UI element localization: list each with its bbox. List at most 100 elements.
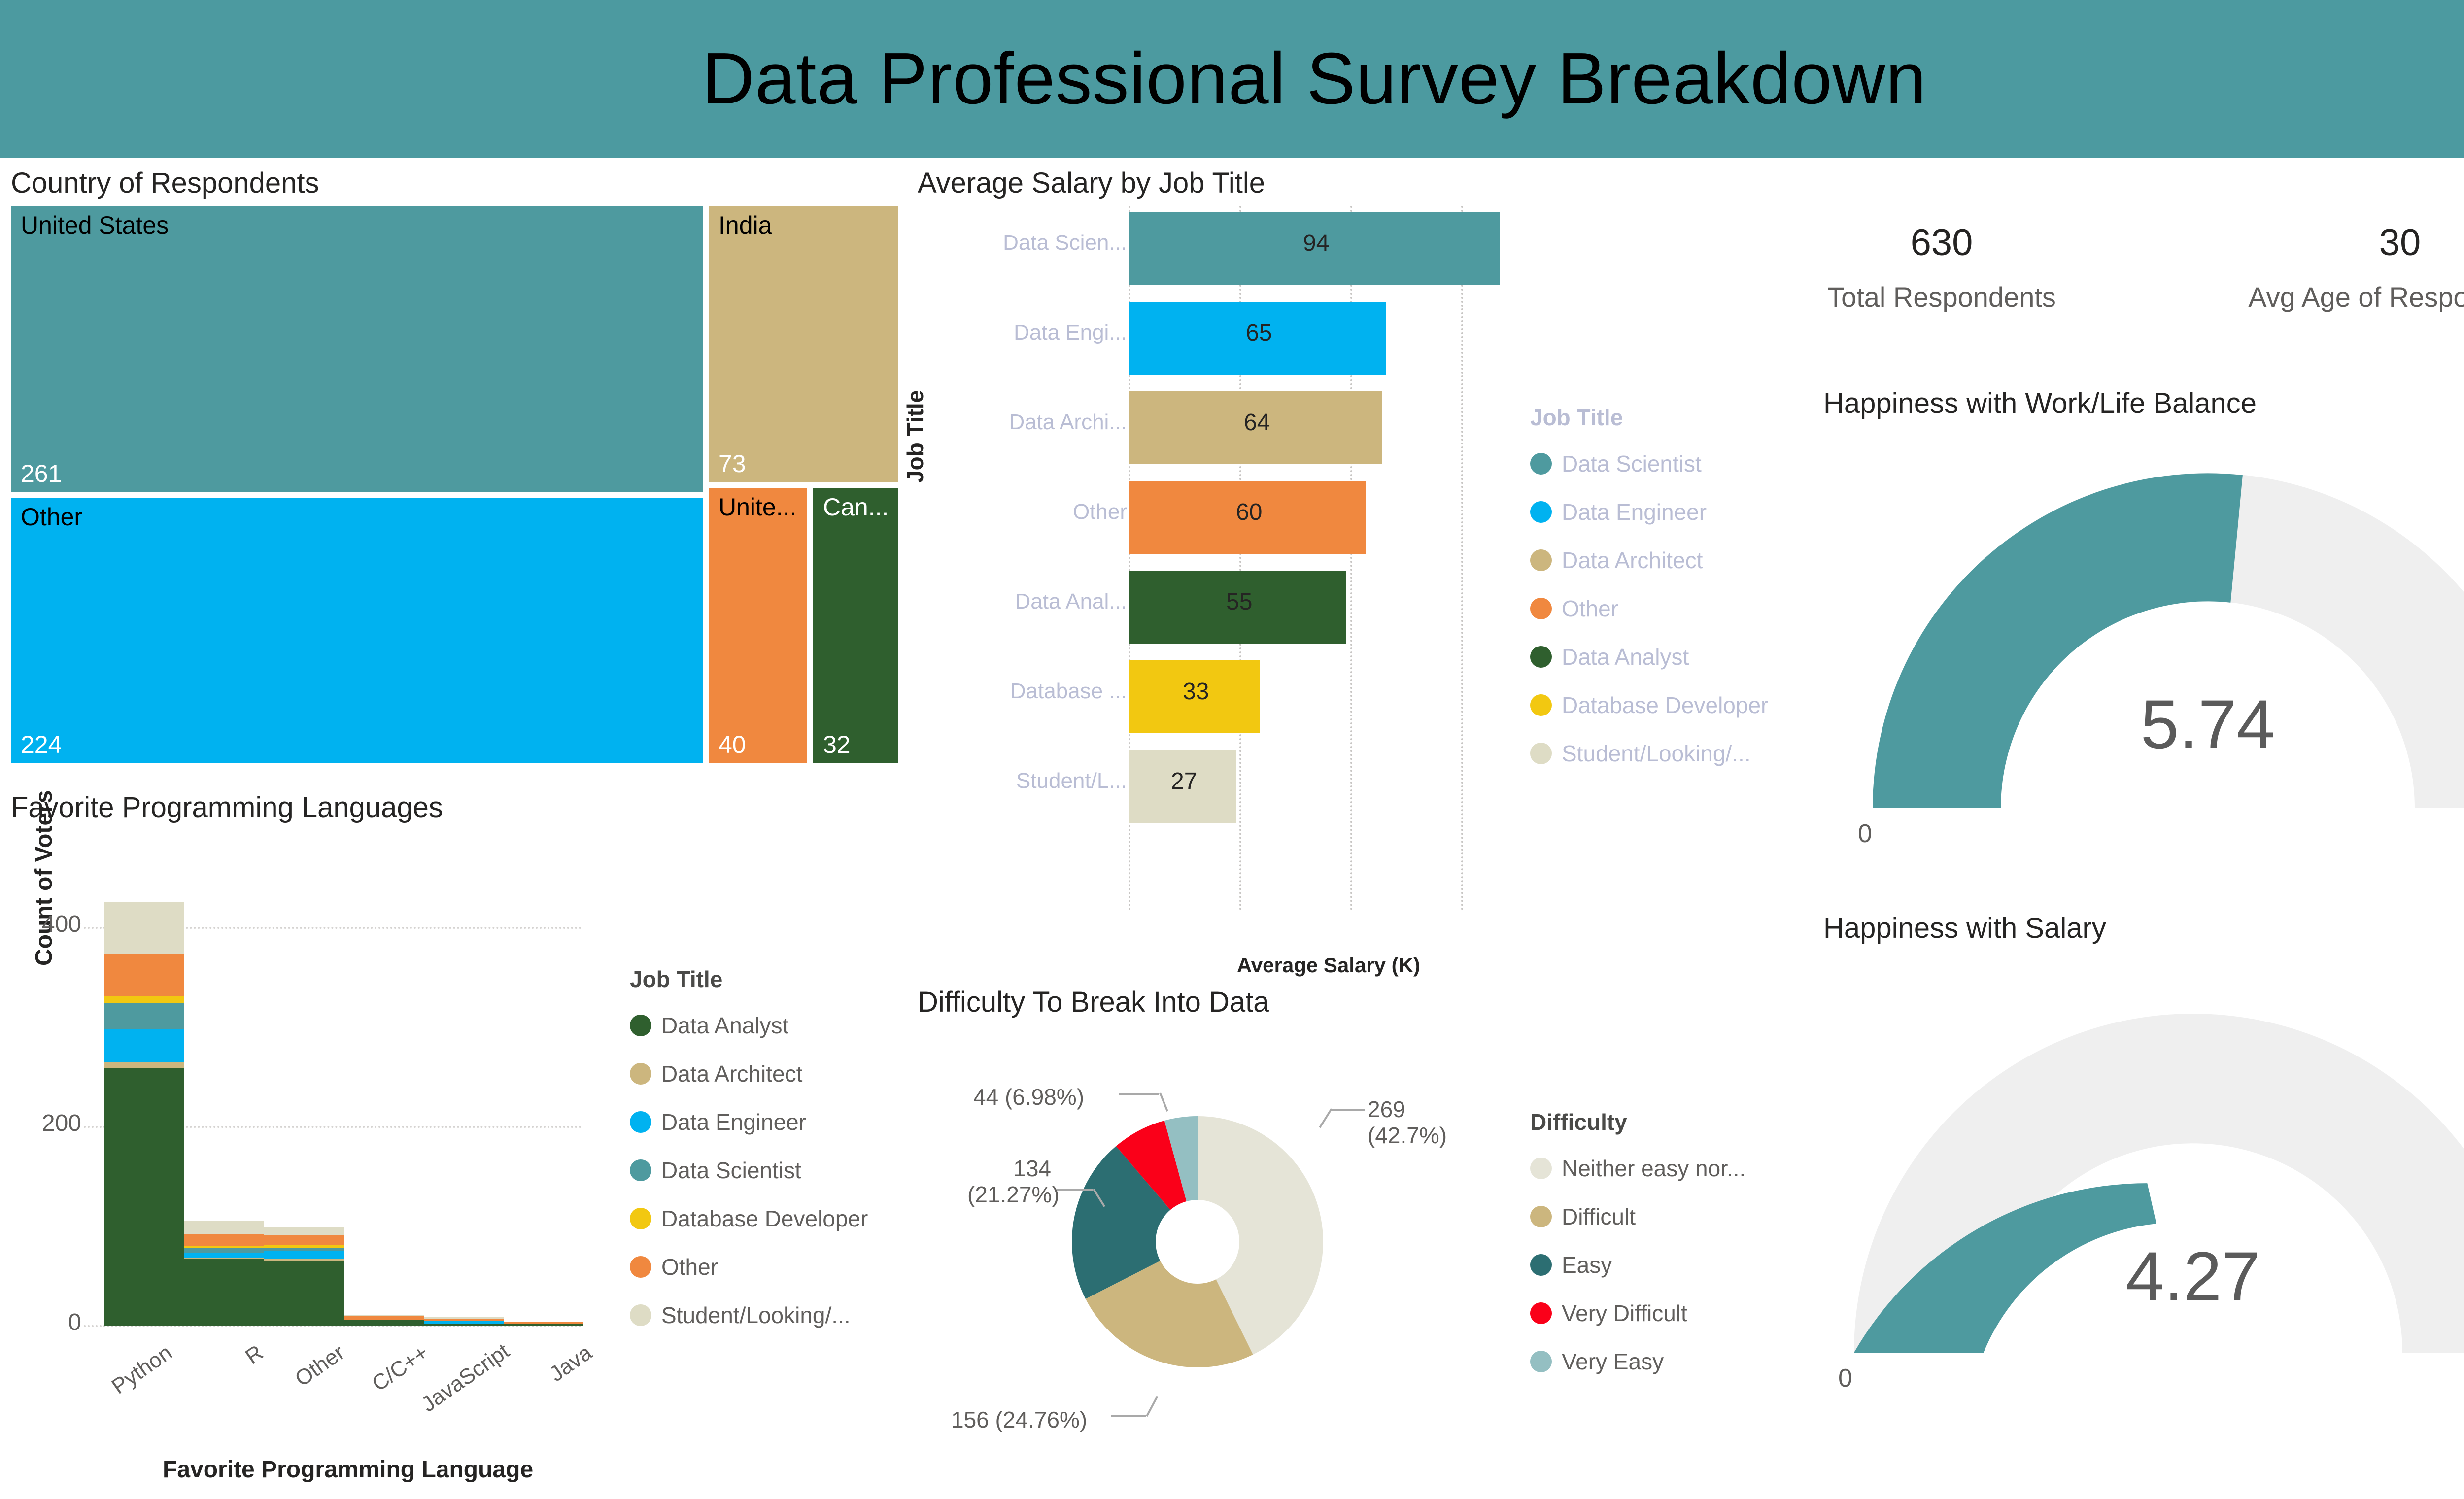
legend-item-data-scientist[interactable]: Data Scientist	[1530, 440, 1768, 488]
donut-chart-legend[interactable]: Difficulty Neither easy nor... Difficult…	[1530, 1109, 1745, 1386]
stack-segment-student-looking[interactable]	[344, 1315, 424, 1316]
stack-segment-data-scientist[interactable]	[264, 1248, 344, 1251]
legend-item-student-looking[interactable]: Student/Looking/...	[630, 1291, 868, 1339]
legend-item-label: Student/Looking/...	[1562, 741, 1751, 766]
stack-segment-other[interactable]	[184, 1234, 264, 1246]
legend-item-other[interactable]: Other	[630, 1243, 868, 1291]
stack-segment-data-engineer[interactable]	[184, 1253, 264, 1258]
legend-item-data-architect[interactable]: Data Architect	[630, 1050, 868, 1098]
salary-chart-legend[interactable]: Job Title Data Scientist Data Engineer D…	[1530, 404, 1768, 778]
legend-item-neither-easy-nor[interactable]: Neither easy nor...	[1530, 1144, 1745, 1192]
stack-segment-database-developer[interactable]	[104, 996, 184, 1003]
stack-segment-data-analyst[interactable]	[184, 1259, 264, 1326]
salary-bar-row[interactable]: Data Scien... 94	[918, 206, 1500, 290]
salary-bar[interactable]	[1129, 302, 1386, 375]
language-column-python[interactable]	[104, 902, 184, 1326]
legend-item-data-analyst[interactable]: Data Analyst	[1530, 633, 1768, 681]
stack-segment-data-analyst[interactable]	[504, 1324, 583, 1326]
stack-segment-data-analyst[interactable]	[264, 1261, 344, 1326]
legend-color-swatch	[630, 1111, 651, 1133]
stack-segment-other[interactable]	[344, 1316, 424, 1320]
legend-color-swatch	[1530, 1302, 1552, 1324]
legend-item-data-engineer[interactable]: Data Engineer	[630, 1098, 868, 1146]
difficulty-donut-chart[interactable]	[1030, 1074, 1365, 1409]
y-axis-tick: 0	[68, 1309, 81, 1335]
treemap-cell-other[interactable]: Other 224	[11, 498, 703, 763]
salary-bar-row[interactable]: Data Anal... 55	[918, 565, 1499, 648]
stack-segment-other[interactable]	[504, 1322, 583, 1324]
treemap-cell-value: 32	[823, 731, 851, 758]
language-column-c-cpp[interactable]	[344, 1315, 424, 1326]
legend-item-data-scientist[interactable]: Data Scientist	[630, 1146, 868, 1194]
treemap-cell-united-kingdom[interactable]: Unite... 40	[709, 488, 807, 763]
legend-item-data-architect[interactable]: Data Architect	[1530, 536, 1768, 584]
language-column-javascript[interactable]	[424, 1317, 504, 1326]
salary-bar-row[interactable]: Database ... 33	[918, 654, 1499, 738]
stack-segment-other[interactable]	[264, 1235, 344, 1245]
salary-bar[interactable]	[1129, 660, 1260, 733]
legend-item-very-easy[interactable]: Very Easy	[1530, 1337, 1745, 1386]
salary-bar[interactable]	[1129, 571, 1346, 644]
stack-segment-student-looking[interactable]	[184, 1221, 264, 1234]
treemap-cell-canada[interactable]: Can... 32	[813, 488, 898, 763]
legend-title: Difficulty	[1530, 1109, 1627, 1135]
salary-bar-row[interactable]: Data Engi... 65	[918, 296, 1499, 379]
salary-bar[interactable]	[1129, 481, 1366, 554]
legend-item-other[interactable]: Other	[1530, 584, 1768, 633]
salary-bar[interactable]	[1129, 212, 1500, 285]
legend-item-data-engineer[interactable]: Data Engineer	[1530, 488, 1768, 536]
leader-line	[1057, 1189, 1093, 1191]
salary-bar-value: 65	[1246, 320, 1272, 346]
salary-bar[interactable]	[1129, 750, 1236, 823]
stack-segment-data-architect[interactable]	[104, 1062, 184, 1068]
stack-segment-database-developer[interactable]	[264, 1245, 344, 1248]
treemap-cell-india[interactable]: India 73	[709, 206, 898, 482]
stack-segment-data-engineer[interactable]	[424, 1321, 504, 1324]
language-stacked-bar-chart[interactable]: 400 200 0	[42, 897, 596, 1417]
language-chart-legend[interactable]: Job Title Data Analyst Data Architect Da…	[630, 966, 868, 1339]
legend-item-database-developer[interactable]: Database Developer	[630, 1194, 868, 1243]
stack-segment-data-analyst[interactable]	[424, 1324, 504, 1326]
stack-segment-data-analyst[interactable]	[344, 1320, 424, 1326]
legend-item-difficult[interactable]: Difficult	[1530, 1192, 1745, 1241]
stack-segment-data-architect[interactable]	[184, 1258, 264, 1259]
legend-item-student-looking[interactable]: Student/Looking/...	[1530, 729, 1768, 778]
stack-segment-other[interactable]	[104, 954, 184, 996]
stack-segment-data-architect[interactable]	[264, 1259, 344, 1261]
treemap-cell-united-states[interactable]: United States 261	[11, 206, 703, 492]
salary-bar-row[interactable]: Data Archi... 64	[918, 385, 1499, 469]
salary-category-label: Data Archi...	[1009, 410, 1127, 434]
legend-item-data-analyst[interactable]: Data Analyst	[630, 1001, 868, 1050]
language-column-java[interactable]	[504, 1322, 583, 1326]
treemap-cell-value: 73	[719, 450, 746, 477]
leader-line	[1111, 1415, 1146, 1417]
stack-segment-student-looking[interactable]	[424, 1317, 504, 1319]
legend-item-database-developer[interactable]: Database Developer	[1530, 681, 1768, 729]
stack-segment-data-analyst[interactable]	[104, 1068, 184, 1326]
gauge-happiness-salary[interactable]: 4.27 0 10	[1823, 973, 2464, 1417]
salary-bar[interactable]	[1129, 391, 1382, 464]
stack-segment-other[interactable]	[424, 1319, 504, 1321]
stack-segment-student-looking[interactable]	[264, 1227, 344, 1235]
language-column-r[interactable]	[184, 1221, 264, 1326]
stack-segment-data-engineer[interactable]	[104, 1029, 184, 1062]
dashboard-header: Data Professional Survey Breakdown	[0, 0, 2464, 158]
legend-item-very-difficult[interactable]: Very Difficult	[1530, 1289, 1745, 1337]
salary-bar-chart[interactable]: Data Scien... 94 Data Engi... 65 Data Ar…	[918, 206, 1500, 911]
gauge-work-life-balance[interactable]: 5.74 0 10	[1843, 443, 2464, 867]
kpi-card-avg-age[interactable]: 30 Avg Age of Respondents	[2178, 224, 2464, 311]
stack-segment-data-engineer[interactable]	[264, 1251, 344, 1259]
stack-segment-database-developer[interactable]	[184, 1246, 264, 1248]
salary-bar-row[interactable]: Student/L... 27	[918, 744, 1499, 828]
stack-segment-data-scientist[interactable]	[184, 1248, 264, 1253]
language-column-other[interactable]	[264, 1227, 344, 1326]
legend-color-swatch	[630, 1256, 651, 1278]
kpi-card-total-respondents[interactable]: 630 Total Respondents	[1804, 224, 2080, 311]
legend-color-swatch	[1530, 1158, 1552, 1179]
salary-bar-row[interactable]: Other 60	[918, 475, 1499, 559]
stack-segment-student-looking[interactable]	[104, 902, 184, 954]
donut-label-156: 156 (24.76%)	[951, 1407, 1087, 1433]
stack-segment-data-scientist[interactable]	[104, 1003, 184, 1029]
country-treemap[interactable]: United States 261 Other 224 India 73 Uni…	[11, 206, 898, 763]
legend-item-easy[interactable]: Easy	[1530, 1241, 1745, 1289]
